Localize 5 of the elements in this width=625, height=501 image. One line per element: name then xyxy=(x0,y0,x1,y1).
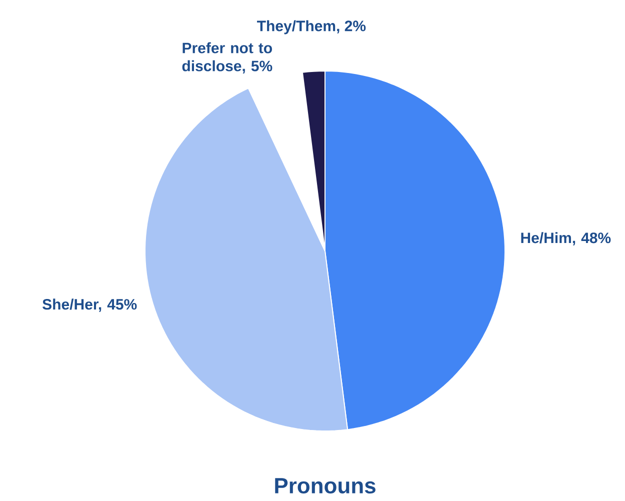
slice-label: Prefer not to disclose, 5% xyxy=(182,42,272,74)
slice-label: She/Her, 45% xyxy=(42,298,137,312)
slice-label: They/Them, 2% xyxy=(257,20,366,34)
text: Pronouns xyxy=(275,478,376,494)
slice-label: He/Him, 48% xyxy=(521,232,611,246)
